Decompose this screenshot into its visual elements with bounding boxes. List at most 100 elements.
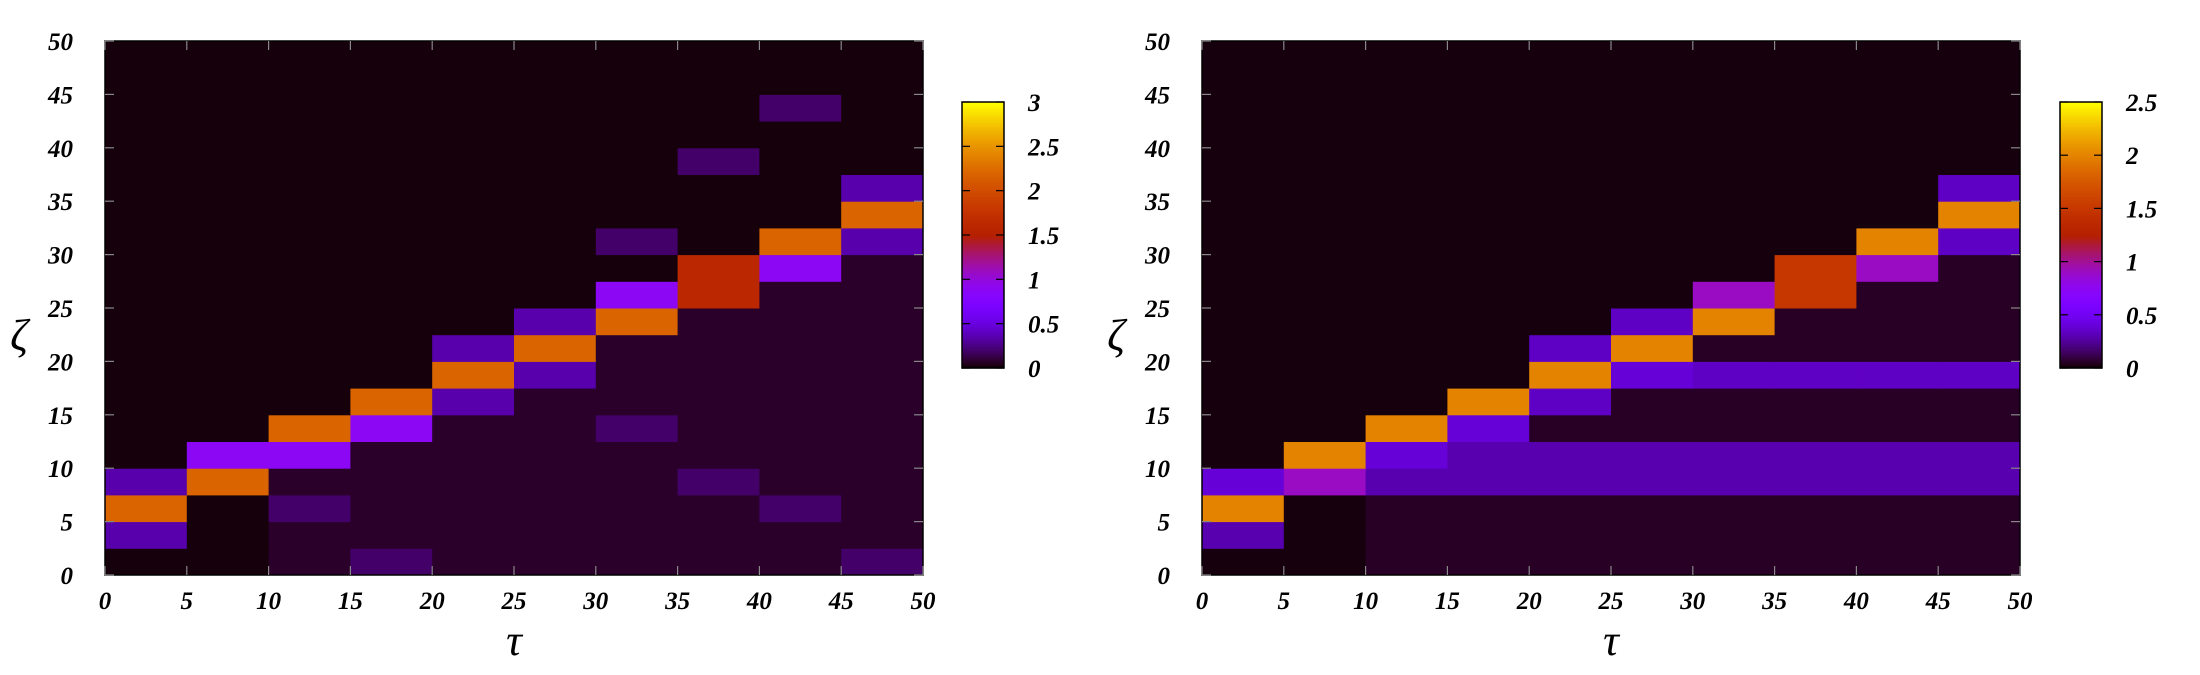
colorbar-step <box>2060 230 2102 234</box>
colorbar-step <box>962 268 1004 272</box>
heatmap-cell <box>1692 468 1776 496</box>
colorbar-step <box>2060 361 2102 365</box>
heatmap-cell <box>105 441 188 469</box>
heatmap-cell <box>1447 174 1530 202</box>
x-tick-label: 35 <box>1761 588 1787 615</box>
heatmap-cell <box>1365 174 1448 202</box>
colorbar-tick-label: 0 <box>1028 356 1041 383</box>
heatmap-cell <box>1611 361 1694 389</box>
heatmap-cell <box>1856 94 1939 122</box>
heatmap-cell <box>514 388 597 416</box>
heatmap-cell <box>677 94 760 122</box>
heatmap-cell <box>1938 227 2021 256</box>
heatmap-cell <box>759 494 842 523</box>
heatmap-cell <box>1774 67 1857 95</box>
heatmap-cell <box>1611 494 1694 523</box>
colorbar-step <box>2060 259 2102 263</box>
heatmap-cell <box>677 281 760 309</box>
heatmap-cell <box>268 121 351 149</box>
heatmap-cell <box>432 494 515 523</box>
colorbar-step <box>962 314 1004 318</box>
colorbar-step <box>2060 341 2102 345</box>
heatmap-cell <box>432 521 515 549</box>
colorbar-step <box>962 177 1004 181</box>
colorbar-step <box>2060 250 2102 254</box>
y-tick-label: 25 <box>47 296 73 323</box>
colorbar-frame <box>2059 101 2103 369</box>
heatmap-cell <box>759 201 842 229</box>
heatmap-cell <box>841 281 924 309</box>
heatmap-cell <box>595 41 679 69</box>
x-tick-label: 30 <box>582 588 609 615</box>
colorbar-step <box>962 274 1004 278</box>
heatmap-cell <box>1774 121 1857 149</box>
heatmap-cell <box>1202 494 1285 523</box>
heatmap-cell <box>1938 334 2021 362</box>
colorbar-step <box>2060 308 2102 311</box>
heatmap-cell <box>677 388 760 416</box>
heatmap-cell <box>677 41 760 69</box>
colorbar-step <box>2060 261 2102 265</box>
heatmap-cell <box>514 441 597 469</box>
heatmap-cell <box>1938 254 2021 282</box>
colorbar-step <box>2060 115 2102 119</box>
colorbar-step <box>2060 199 2102 203</box>
colorbar-step <box>962 190 1004 194</box>
colorbar-step <box>2060 184 2102 187</box>
colorbar-step <box>962 130 1004 134</box>
heatmap-cell <box>1365 281 1448 309</box>
colorbar-step <box>2060 279 2102 283</box>
colorbar-step <box>962 294 1004 298</box>
colorbar-step <box>962 281 1004 285</box>
colorbar-step <box>2060 192 2102 196</box>
colorbar-step <box>962 348 1004 351</box>
heatmap-cell <box>1774 441 1857 469</box>
colorbar-step <box>2060 190 2102 194</box>
heatmap-cell <box>677 67 760 95</box>
heatmap-cell <box>1611 334 1694 362</box>
colorbar-step <box>962 356 1004 360</box>
colorbar-step <box>962 334 1004 338</box>
heatmap-cell <box>595 121 679 149</box>
heatmap-cell <box>268 388 351 416</box>
heatmap-cell <box>268 281 351 309</box>
colorbar-step <box>2060 343 2102 347</box>
heatmap-cell <box>759 548 842 576</box>
heatmap-cell <box>1202 414 1285 442</box>
heatmap-cell <box>350 494 433 523</box>
heatmap-cell <box>1447 521 1530 549</box>
heatmap-cell <box>268 174 351 202</box>
heatmap-cell <box>1283 41 1367 69</box>
colorbar-step <box>962 228 1004 232</box>
heatmap-cell <box>105 388 188 416</box>
heatmap-cell <box>350 308 433 336</box>
colorbar-step <box>962 352 1004 356</box>
heatmap-cell <box>105 121 188 149</box>
colorbar-step <box>962 341 1004 345</box>
colorbar-step <box>2060 126 2102 130</box>
x-tick-label: 20 <box>1516 588 1543 615</box>
colorbar-step <box>2060 281 2102 285</box>
heatmap-cell <box>350 67 433 95</box>
heatmap-cell <box>1692 94 1776 122</box>
colorbar-step <box>962 208 1004 212</box>
heatmap-cell <box>1447 308 1530 336</box>
colorbar-step <box>2060 226 2102 229</box>
heatmap-cell <box>1938 468 2021 496</box>
colorbar-step <box>962 317 1004 320</box>
heatmap-cell <box>1611 388 1694 416</box>
heatmap-cell <box>1611 174 1694 202</box>
colorbar-step <box>2060 146 2102 150</box>
colorbar-step <box>962 150 1004 154</box>
colorbar-step <box>962 170 1004 174</box>
heatmap-cell <box>1856 308 1939 336</box>
heatmap-cell <box>186 494 270 523</box>
heatmap-cell <box>1611 121 1694 149</box>
heatmap-cell <box>1856 121 1939 149</box>
heatmap-cell <box>1938 308 2021 336</box>
colorbar-step <box>2060 172 2102 176</box>
heatmap-cell <box>1529 441 1612 469</box>
colorbar-step <box>2060 208 2102 212</box>
colorbar-step <box>962 128 1004 132</box>
colorbar-step <box>2060 312 2102 316</box>
